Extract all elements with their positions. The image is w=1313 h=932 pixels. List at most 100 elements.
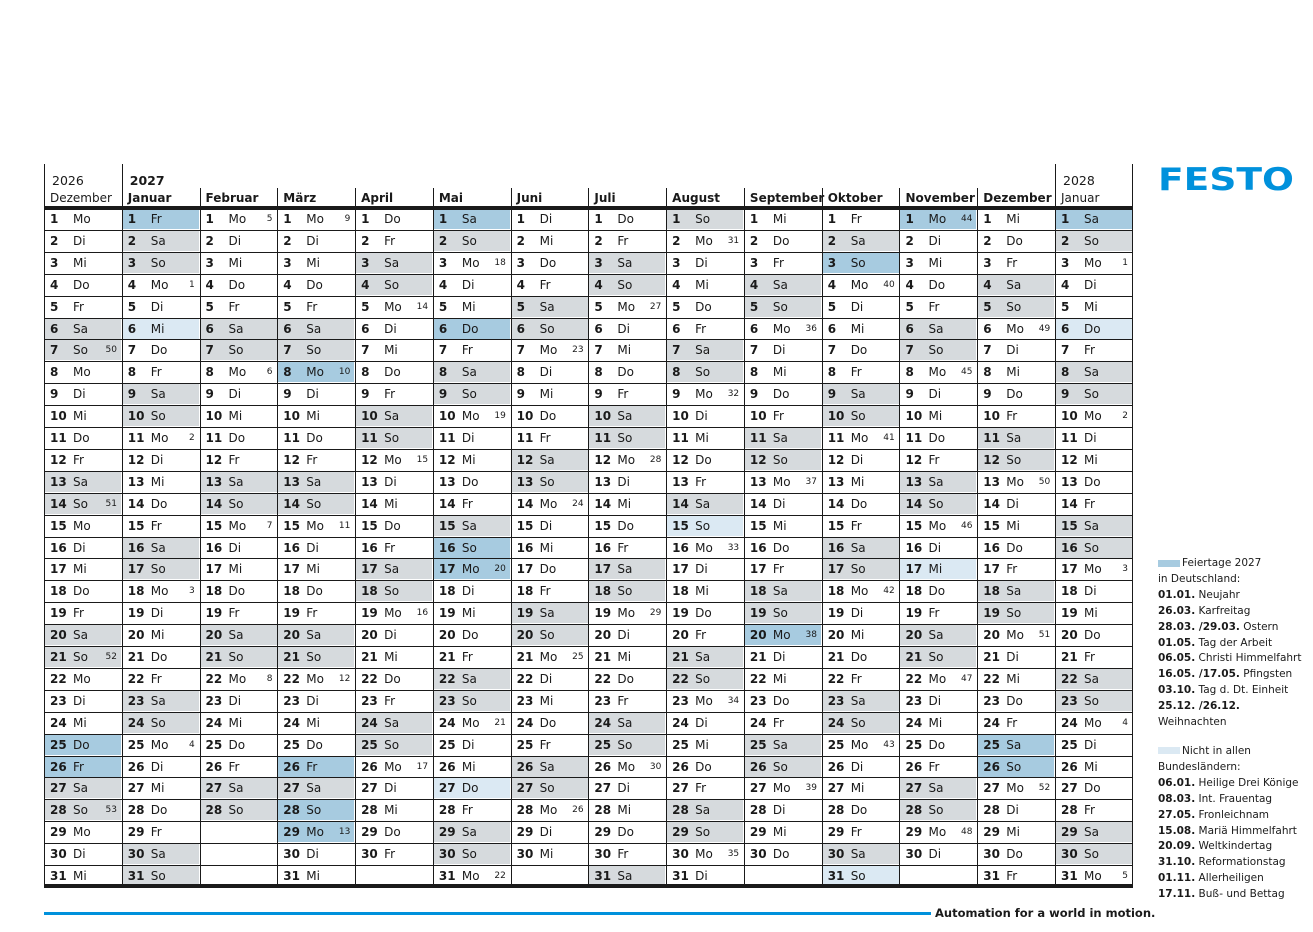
row-divider [44, 383, 1133, 385]
day-row: 1 Sa [1055, 209, 1132, 229]
row-divider [44, 865, 1133, 866]
day-number: 28 [983, 803, 1000, 818]
weekday-label: Do [306, 431, 323, 445]
day-number: 31 [594, 869, 612, 883]
day-number: 23 [516, 693, 534, 708]
day-number: 30 [672, 847, 689, 862]
day-row: 12 Do [666, 450, 743, 470]
weekday-label: Sa [150, 540, 166, 555]
day-number: 17 [283, 562, 300, 577]
day-row: 17 Fr [744, 559, 821, 579]
day-row: 3 So [821, 252, 899, 273]
day-number: 10 [361, 409, 378, 424]
day-number: 5 [361, 299, 370, 314]
day-number: 14 [749, 496, 767, 511]
weekday-label: Mo [384, 299, 402, 314]
day-number: 14 [594, 496, 612, 511]
day-row: 3 Mo 18 [433, 253, 510, 273]
day-number: 11 [438, 431, 456, 445]
day-number: 15 [672, 518, 689, 533]
weekday-label: Mo [928, 825, 947, 840]
day-number: 27 [672, 781, 689, 796]
day-number: 23 [827, 693, 845, 708]
day-row: 27 Mo 39 [744, 778, 821, 798]
day-row: 5 Mi [433, 297, 510, 317]
day-number: 4 [905, 277, 914, 292]
weekday-label: Mi [772, 365, 787, 380]
day-number: 29 [516, 825, 534, 840]
weekday-label: Di [695, 562, 708, 577]
day-row: 24 Mo 4 [1055, 713, 1132, 733]
day-row: 24 Mi [899, 713, 976, 733]
day-row: 30 So [432, 844, 510, 865]
day-number: 6 [516, 321, 525, 336]
weekday-label: Mi [695, 431, 709, 445]
weekday-label: Mi [928, 255, 943, 270]
weekday-label: So [228, 650, 244, 664]
day-row: 12 Fr [44, 450, 121, 470]
day-row: 20 Di [588, 625, 665, 645]
day-number: 29 [672, 825, 689, 840]
day-row: 1 Di [511, 209, 588, 229]
month-header: September [749, 191, 825, 205]
day-row: 16 Di [200, 538, 277, 558]
day-number: 12 [827, 452, 845, 467]
day-row: 14 So [199, 493, 277, 514]
day-number: 21 [749, 650, 767, 664]
day-row: 14 Do [822, 494, 899, 514]
day-row: 15 Sa [1055, 515, 1132, 536]
day-number: 5 [50, 299, 59, 314]
day-number: 17 [827, 562, 845, 577]
weekday-label: Fr [150, 825, 162, 840]
day-row: 30 Di [44, 844, 121, 864]
weekday-label: Di [617, 781, 630, 796]
day-row: 12 Fr [200, 450, 277, 470]
weekday-label: Mo [1084, 562, 1102, 577]
weekday-label: Mo [73, 365, 91, 380]
day-number: 11 [594, 431, 612, 445]
day-row: 4 Do [44, 275, 121, 295]
day-row: 18 So [355, 581, 433, 602]
day-number: 20 [205, 628, 223, 643]
day-number: 20 [516, 628, 534, 643]
day-number: 17 [438, 562, 456, 577]
day-row: 11 Mo 41 [822, 428, 899, 448]
week-number: 34 [727, 695, 740, 706]
day-row: 31 Fr [977, 866, 1054, 886]
weekday-label: Sa [772, 277, 788, 292]
weekday-label: Di [850, 452, 864, 467]
day-row: 18 Fr [511, 581, 588, 601]
weekday-label: Sa [1084, 825, 1099, 840]
weekday-label: Sa [928, 628, 944, 643]
weekday-label: Do [1006, 387, 1023, 402]
day-number: 22 [438, 671, 456, 686]
weekday-label: Mo [73, 825, 91, 840]
week-number: 46 [961, 520, 973, 531]
weekday-label: Fr [850, 518, 862, 533]
week-number: 9 [344, 214, 351, 224]
day-number: 20 [594, 628, 612, 643]
day-row: 23 Do [977, 691, 1054, 711]
day-row: 28 So [899, 800, 977, 821]
day-number: 13 [516, 474, 534, 489]
day-row: 8 Di [511, 362, 588, 382]
day-number: 4 [672, 277, 681, 292]
day-number: 15 [749, 518, 767, 533]
weekday-label: Fr [384, 387, 396, 402]
day-row: 22 Mi [744, 669, 821, 689]
weekday-label: Fr [695, 474, 707, 489]
weekday-label: Fr [617, 387, 629, 402]
day-number: 21 [361, 650, 378, 664]
legend-date: 01.11. [1158, 872, 1196, 885]
day-row: 9 Do [977, 384, 1054, 404]
day-row: 25 Do [200, 735, 277, 755]
day-number: 31 [50, 869, 67, 883]
day-number: 22 [205, 671, 223, 686]
weekday-label: So [73, 343, 88, 358]
weekday-label: Do [73, 737, 90, 752]
day-row: 1 So [666, 209, 744, 229]
weekday-label: Fr [1006, 409, 1018, 424]
day-row: 6 Do [432, 318, 510, 339]
day-number: 13 [594, 474, 612, 489]
day-number: 1 [361, 212, 370, 226]
